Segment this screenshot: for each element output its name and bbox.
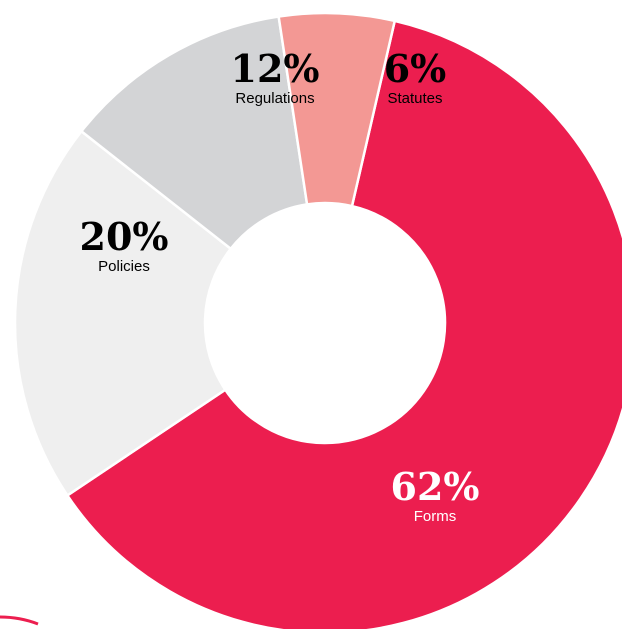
slice-regulations — [79, 15, 309, 251]
slice-percent-forms: 62% — [391, 464, 480, 509]
labels-group: 62%Forms 20%Policies 12%Regulations 6%Statu… — [80, 46, 480, 525]
slice-label-forms: Forms — [414, 508, 457, 525]
slices-group — [13, 11, 622, 629]
decorative-arc — [0, 615, 39, 626]
slice-label-policies: Policies — [98, 258, 150, 275]
slice-percent-statutes: 6% — [384, 46, 447, 91]
slice-label-regulations: Regulations — [235, 90, 314, 107]
slice-percent-regulations: 12% — [231, 46, 320, 91]
slice-statutes — [277, 11, 397, 208]
slice-percent-policies: 20% — [80, 214, 169, 259]
slice-forms — [65, 19, 622, 629]
slice-label-statutes: Statutes — [387, 90, 442, 107]
slice-policies — [13, 129, 233, 498]
